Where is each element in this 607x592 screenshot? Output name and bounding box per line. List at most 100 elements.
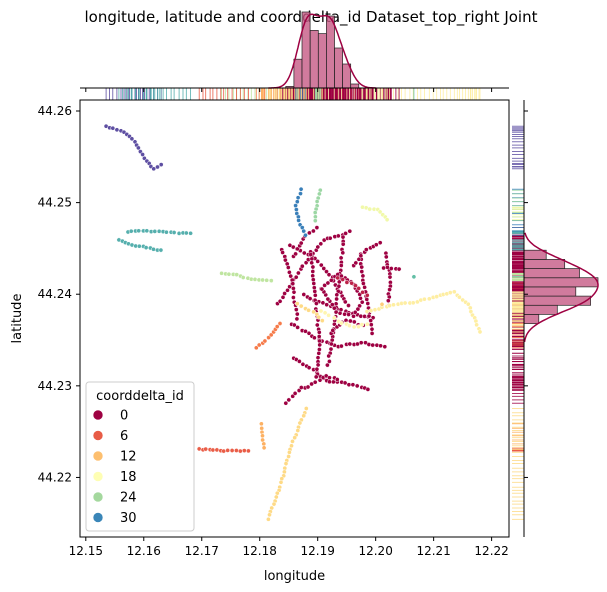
x-tick-label: 12.20 xyxy=(358,544,392,558)
data-point xyxy=(328,346,334,352)
data-point xyxy=(259,421,264,427)
data-point xyxy=(319,286,325,292)
legend-label: 6 xyxy=(120,429,128,444)
data-point xyxy=(268,278,274,283)
data-point xyxy=(340,250,346,256)
data-point xyxy=(457,294,462,300)
y-tick-label: 44.26 xyxy=(38,104,72,118)
data-point xyxy=(316,329,322,335)
data-point xyxy=(383,254,389,260)
data-point xyxy=(294,311,300,317)
data-point xyxy=(316,314,322,320)
data-point xyxy=(388,266,394,271)
data-point xyxy=(381,265,386,271)
data-point xyxy=(325,280,331,286)
data-point xyxy=(267,512,272,518)
data-point xyxy=(277,298,283,304)
data-point xyxy=(301,250,307,256)
data-point xyxy=(294,301,300,306)
plot-frame xyxy=(79,99,510,538)
marginal-y-rug xyxy=(512,125,524,520)
data-point xyxy=(329,302,335,307)
data-point xyxy=(365,301,371,306)
data-point xyxy=(359,299,365,305)
data-point xyxy=(365,387,371,392)
data-point xyxy=(314,322,320,328)
data-point xyxy=(351,324,357,330)
data-point xyxy=(317,342,323,348)
marginal-y-panel xyxy=(512,100,599,537)
data-point xyxy=(328,277,334,283)
x-tick-label: 12.16 xyxy=(127,544,161,558)
data-point xyxy=(347,323,352,328)
data-point xyxy=(295,195,301,201)
data-point xyxy=(214,447,220,453)
data-point xyxy=(292,435,298,441)
data-point xyxy=(338,263,344,268)
data-point xyxy=(318,262,324,268)
legend-marker xyxy=(92,471,104,482)
data-point xyxy=(410,300,416,306)
data-point xyxy=(312,218,318,224)
legend-marker xyxy=(92,512,104,523)
x-tick-label: 12.15 xyxy=(69,544,103,558)
marginal-x-rug xyxy=(105,88,481,100)
data-point xyxy=(188,230,193,236)
data-point xyxy=(286,397,292,403)
data-point xyxy=(331,379,336,385)
data-point xyxy=(356,256,362,262)
legend-label: 0 xyxy=(120,409,128,424)
data-point xyxy=(309,260,315,266)
data-point xyxy=(318,241,324,247)
data-point xyxy=(183,230,189,236)
data-point xyxy=(312,289,318,294)
y-axis-ticks: 44.22 44.23 44.24 44.25 44.26 xyxy=(38,104,528,484)
data-point xyxy=(158,247,164,253)
data-point xyxy=(298,186,304,192)
data-point xyxy=(312,292,318,298)
data-point xyxy=(335,275,341,281)
data-point xyxy=(283,400,289,406)
data-point xyxy=(387,303,392,308)
legend-marker xyxy=(92,450,104,462)
data-point xyxy=(339,320,344,326)
data-point xyxy=(372,307,378,313)
data-point xyxy=(303,406,309,411)
legend-label: 30 xyxy=(120,511,137,526)
data-point xyxy=(291,289,297,295)
data-point xyxy=(285,287,290,293)
data-point xyxy=(368,322,374,328)
data-point xyxy=(378,343,383,349)
data-point xyxy=(327,375,332,381)
data-point xyxy=(303,232,308,238)
data-point xyxy=(293,307,299,312)
x-axis-label: longitude xyxy=(264,569,325,584)
data-point xyxy=(308,252,314,257)
data-point xyxy=(287,449,292,455)
data-point xyxy=(385,298,391,304)
data-point xyxy=(314,301,319,306)
data-point xyxy=(358,340,364,346)
data-point xyxy=(274,490,280,496)
data-point xyxy=(136,228,142,234)
data-point xyxy=(330,328,336,333)
data-point xyxy=(324,302,330,308)
data-point xyxy=(359,322,365,327)
data-point xyxy=(158,162,164,167)
data-point xyxy=(396,266,402,272)
data-point xyxy=(377,240,383,246)
legend-label: 12 xyxy=(120,450,137,465)
data-point xyxy=(303,328,308,334)
data-point xyxy=(364,292,370,298)
data-point xyxy=(477,329,483,335)
legend-title: coorddelta_id xyxy=(96,389,184,404)
data-point xyxy=(301,413,307,419)
data-point xyxy=(237,448,243,454)
data-point xyxy=(155,164,160,170)
data-point xyxy=(315,244,321,250)
data-point xyxy=(306,365,312,371)
data-point xyxy=(310,264,316,270)
data-point xyxy=(260,433,265,439)
data-point xyxy=(264,277,270,283)
